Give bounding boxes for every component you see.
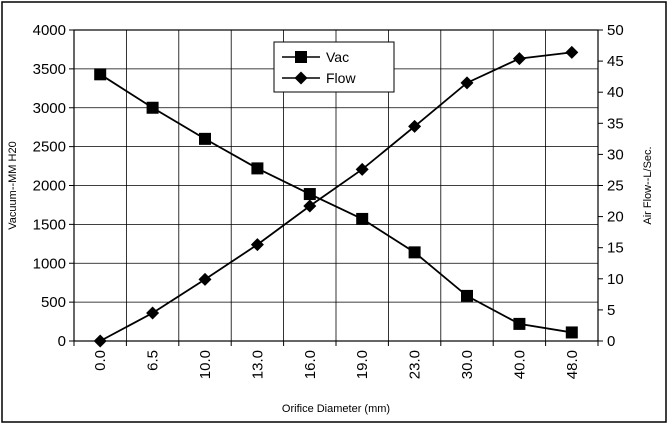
x-tick-label: 48.0 xyxy=(564,350,581,379)
vac-point xyxy=(461,289,473,302)
y-right-tick-label: 5 xyxy=(607,302,615,319)
x-axis-title: Orifice Diameter (mm) xyxy=(282,403,390,415)
y-left-tick-label: 500 xyxy=(41,294,66,311)
legend-flow-marker xyxy=(294,71,308,85)
vac-point xyxy=(94,68,107,81)
y-left-tick-label: 4000 xyxy=(33,22,66,39)
y-left-tick-label: 2500 xyxy=(33,139,66,156)
x-tick-label: 23.0 xyxy=(407,350,424,379)
x-tick-label: 16.0 xyxy=(302,350,319,379)
vac-point xyxy=(356,212,369,225)
legend-vac-marker xyxy=(295,51,307,63)
y-right-tick-label: 10 xyxy=(607,271,624,288)
axes: 0 500 1000 1500 2000 2500 3000 3500 4000 0 5 10 15 20… xyxy=(33,22,624,379)
vac-point xyxy=(408,246,421,259)
vac-point xyxy=(513,317,526,330)
flow-point xyxy=(198,272,212,286)
vac-point xyxy=(146,101,159,114)
y-right-tick-label: 25 xyxy=(607,178,624,195)
x-tick-label: 0.0 xyxy=(92,350,109,371)
x-tick-label: 6.5 xyxy=(145,350,162,371)
x-tick-label: 10.0 xyxy=(197,350,214,379)
y-right-tick-label: 45 xyxy=(607,53,624,70)
flow-point xyxy=(250,238,264,252)
y-left-tick-label: 1500 xyxy=(33,216,66,233)
x-tick-label: 30.0 xyxy=(459,350,476,379)
x-tick-label: 19.0 xyxy=(354,350,371,379)
vac-series-line xyxy=(99,73,572,334)
y-left-tick-label: 0 xyxy=(58,333,66,350)
y-right-tick-label: 40 xyxy=(607,84,624,101)
vac-point xyxy=(565,326,578,339)
x-tick-label: 40.0 xyxy=(511,350,528,379)
x-tick-label: 13.0 xyxy=(249,350,266,379)
y-right-tick-label: 15 xyxy=(607,240,624,257)
y-left-tick-label: 1000 xyxy=(33,255,66,272)
y-left-tick-label: 2000 xyxy=(33,178,66,195)
y-right-tick-label: 20 xyxy=(607,209,624,226)
flow-point xyxy=(408,119,422,133)
flow-point xyxy=(93,334,107,348)
y-right-tick-label: 30 xyxy=(607,146,624,163)
y-left-tick-label: 3000 xyxy=(33,100,66,117)
y-right-tick-label: 35 xyxy=(607,115,624,132)
y-right-tick-label: 0 xyxy=(607,333,615,350)
y-right-tick-label: 50 xyxy=(607,22,624,39)
legend-box xyxy=(273,41,395,93)
series-layer xyxy=(93,45,579,348)
flow-point xyxy=(146,306,160,320)
flow-point xyxy=(355,162,369,176)
legend-flow-label: Flow xyxy=(326,70,356,86)
flow-point xyxy=(460,76,474,90)
y-left-tick-label: 3500 xyxy=(33,61,66,78)
vac-point xyxy=(303,188,316,201)
y-axis-right-title: Air Flow--L/Sec. xyxy=(642,146,654,224)
legend-vac-label: Vac xyxy=(326,49,349,65)
vac-point xyxy=(251,162,264,175)
flow-series-line xyxy=(99,51,572,342)
flow-point xyxy=(565,45,579,59)
y-axis-left-title: Vacuum--MM H20 xyxy=(7,141,19,229)
vac-point xyxy=(199,132,211,145)
flow-point xyxy=(512,52,526,66)
flow-point xyxy=(303,199,317,213)
legend: Vac Flow xyxy=(273,41,395,93)
